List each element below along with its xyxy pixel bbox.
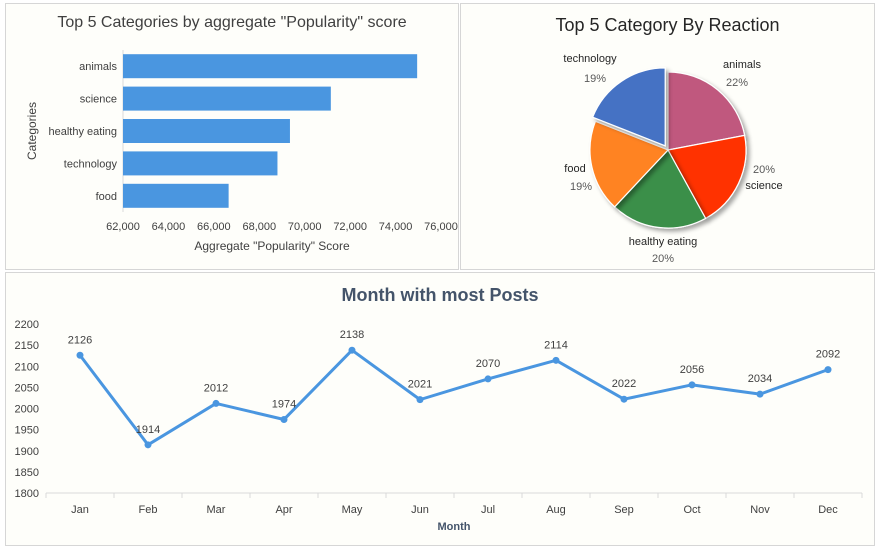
bar-x-tick-label: 68,000 (242, 221, 276, 233)
line-y-tick-label: 2000 (15, 404, 39, 416)
line-data-label: 2021 (408, 379, 432, 391)
line-x-tick-label: Nov (750, 504, 770, 516)
line-x-tick-label: May (342, 504, 363, 516)
line-data-label: 2114 (544, 339, 568, 351)
pie-slice-label: healthy eating (629, 236, 698, 248)
line-data-label: 1974 (272, 398, 296, 410)
pie-slice-label: animals (723, 59, 761, 71)
pie-slice-label: food (564, 163, 585, 175)
line-y-tick-label: 1900 (15, 446, 39, 458)
line-x-tick-label: Apr (275, 504, 292, 516)
pie-slice-animals (667, 71, 746, 151)
line-x-tick-label: Jul (481, 504, 495, 516)
pie-slice-healthy-eating (613, 148, 707, 229)
line-data-label: 2126 (68, 334, 92, 346)
line-x-tick-label: Jun (411, 504, 429, 516)
line-data-label: 2022 (612, 378, 636, 390)
line-point (620, 395, 628, 403)
bar-category-label: healthy eating (49, 126, 118, 138)
pie-slice-science (667, 134, 747, 220)
pie-slice-percent: 19% (584, 73, 606, 85)
line-x-tick-label: Oct (683, 504, 700, 516)
line-chart-panel: Month with most Posts 1800 1850 1900 1950 20… (5, 272, 875, 546)
line-chart: 1800 1850 1900 1950 2000 2050 2100 2150 2200 Jan F… (15, 319, 863, 533)
line-point (756, 390, 764, 398)
bar-category-label: animals (79, 61, 117, 73)
line-x-tick-label: Sep (614, 504, 634, 516)
line-point (348, 346, 356, 354)
bar-x-tick-label: 66,000 (197, 221, 231, 233)
line-data-label: 2012 (204, 382, 228, 394)
line-x-tick-label: Aug (546, 504, 566, 516)
bar-x-tick-label: 72,000 (333, 221, 367, 233)
line-chart-title: Month with most Posts (341, 285, 539, 305)
pie-chart: animals 22% science 20% healthy eating 20% foo… (563, 53, 782, 265)
pie-chart-title: Top 5 Category By Reaction (555, 15, 780, 35)
bar-science (123, 86, 331, 111)
line-y-tick-label: 2150 (15, 340, 39, 352)
line-point (552, 356, 560, 364)
line-x-axis-title: Month (438, 521, 471, 533)
pie-chart-panel: Top 5 Category By Reaction animals 22% sci… (460, 3, 875, 270)
pie-slice-label: technology (563, 53, 617, 65)
line-y-tick-label: 1850 (15, 467, 39, 479)
bar-chart-title: Top 5 Categories by aggregate "Popularit… (57, 14, 407, 31)
line-point (144, 441, 152, 449)
line-y-tick-label: 2050 (15, 382, 39, 394)
line-series (78, 348, 829, 447)
line-y-tick-label: 1800 (15, 488, 39, 500)
bar-food (123, 183, 229, 208)
line-point (76, 351, 84, 359)
pie-slice-label: science (745, 180, 782, 192)
bar-y-axis-title: Categories (25, 102, 39, 160)
line-y-tick-label: 2200 (15, 319, 39, 331)
line-data-label: 2092 (816, 349, 840, 361)
bar-x-tick-label: 76,000 (424, 221, 458, 233)
line-point (212, 399, 220, 407)
line-data-label: 2070 (476, 358, 500, 370)
bar-technology (123, 151, 278, 176)
line-data-label: 1914 (136, 424, 160, 436)
line-x-tick-label: Feb (139, 504, 158, 516)
line-data-label: 2138 (340, 329, 364, 341)
pie-slice-percent: 19% (570, 181, 592, 193)
line-point (484, 375, 492, 383)
bar-category-label: science (80, 94, 117, 106)
bar-category-label: technology (64, 158, 118, 170)
bar-x-tick-label: 70,000 (288, 221, 322, 233)
bar-x-tick-label: 62,000 (106, 221, 140, 233)
bar-animals (123, 54, 418, 79)
line-data-label: 2034 (748, 373, 772, 385)
line-y-tick-label: 1950 (15, 425, 39, 437)
bar-x-tick-label: 64,000 (152, 221, 186, 233)
line-x-tick-label: Jan (71, 504, 89, 516)
line-point (688, 381, 696, 389)
line-x-tick-label: Dec (818, 504, 838, 516)
line-point (280, 415, 288, 423)
pie-slice-percent: 22% (726, 77, 748, 89)
line-x-tick-label: Mar (207, 504, 226, 516)
line-y-tick-label: 2100 (15, 361, 39, 373)
pie-slice-food (589, 120, 670, 208)
line-data-label: 2056 (680, 364, 704, 376)
bar-chart: animals science healthy eating technology fo… (25, 50, 458, 253)
bar-category-label: food (96, 191, 117, 203)
pie-slice-percent: 20% (753, 164, 775, 176)
line-point (824, 366, 832, 374)
bar-healthy-eating (123, 119, 290, 143)
bar-x-tick-label: 74,000 (379, 221, 413, 233)
bar-x-axis-title: Aggregate "Popularity" Score (194, 239, 350, 253)
bar-chart-panel: Top 5 Categories by aggregate "Popularit… (5, 3, 459, 270)
pie-slice-technology (591, 67, 666, 147)
line-point (416, 396, 424, 404)
pie-slice-percent: 20% (652, 253, 674, 265)
